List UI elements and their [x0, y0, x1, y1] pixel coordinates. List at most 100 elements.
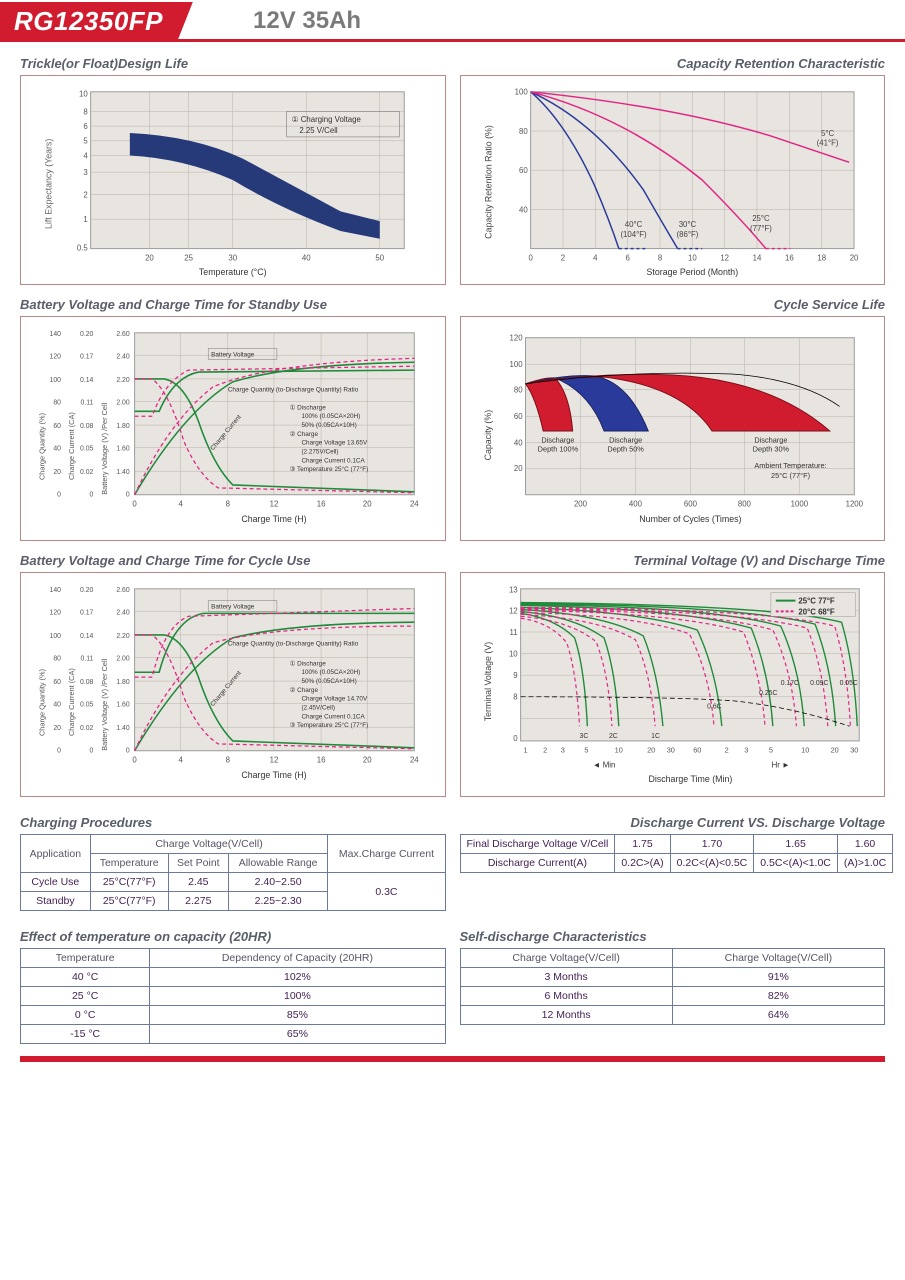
svg-text:(77°F): (77°F) [750, 224, 772, 233]
chart3: Battery Voltage Charge Quantity (to-Disc… [20, 316, 446, 541]
svg-text:30: 30 [228, 253, 237, 262]
svg-text:2: 2 [560, 253, 564, 262]
svg-text:2: 2 [724, 746, 728, 755]
temp-capacity-table: Temperature Dependency of Capacity (20HR… [20, 948, 446, 1044]
svg-text:Charge Voltage 14.70V: Charge Voltage 14.70V [301, 696, 368, 703]
svg-text:① Charging Voltage: ① Charging Voltage [292, 115, 361, 124]
svg-text:12: 12 [270, 756, 279, 765]
svg-text:1.80: 1.80 [116, 423, 130, 430]
svg-text:20: 20 [53, 725, 61, 732]
chart6-title: Terminal Voltage (V) and Discharge Time [460, 553, 886, 568]
chart1: ① Charging Voltage 2.25 V/Cell 0.512 345… [20, 75, 446, 285]
svg-text:Battery Voltage (V) /Per Cell: Battery Voltage (V) /Per Cell [100, 658, 109, 750]
th-sp: Set Point [168, 854, 228, 873]
svg-text:Charge Voltage 13.65V: Charge Voltage 13.65V [301, 440, 368, 447]
svg-text:◄ Min: ◄ Min [592, 760, 615, 769]
svg-text:20: 20 [53, 469, 61, 476]
th-mc: Max.Charge Current [328, 835, 445, 873]
svg-text:16: 16 [317, 500, 326, 509]
svg-text:50: 50 [375, 253, 384, 262]
svg-text:0: 0 [528, 253, 533, 262]
svg-text:9: 9 [513, 671, 517, 680]
chart2-title: Capacity Retention Characteristic [460, 56, 886, 71]
svg-text:20: 20 [647, 746, 655, 755]
svg-text:0.14: 0.14 [80, 377, 94, 384]
svg-text:24: 24 [410, 756, 419, 765]
svg-text:8: 8 [513, 693, 518, 702]
svg-text:1.60: 1.60 [116, 702, 130, 709]
svg-text:③ Temperature 25°C (77°F): ③ Temperature 25°C (77°F) [290, 721, 369, 729]
chart4: DischargeDepth 100% DischargeDepth 50% D… [460, 316, 886, 541]
svg-text:30: 30 [850, 746, 858, 755]
svg-text:25°C 77°F: 25°C 77°F [798, 597, 835, 606]
svg-text:Battery Voltage (V) /Per Cell: Battery Voltage (V) /Per Cell [100, 402, 109, 494]
svg-text:Charge Quantity (%): Charge Quantity (%) [37, 669, 46, 736]
svg-text:50% (0.05CA×10H): 50% (0.05CA×10H) [301, 678, 356, 685]
svg-text:0: 0 [126, 748, 130, 755]
svg-text:120: 120 [509, 334, 523, 343]
svg-text:Charge Current 0.1CA: Charge Current 0.1CA [301, 457, 365, 464]
svg-text:Depth 30%: Depth 30% [752, 445, 789, 454]
svg-text:4: 4 [593, 253, 598, 262]
svg-text:(2.45V/Cell): (2.45V/Cell) [301, 705, 335, 712]
svg-text:10: 10 [687, 253, 696, 262]
svg-text:60: 60 [693, 746, 701, 755]
svg-text:1.40: 1.40 [116, 469, 130, 476]
svg-text:25: 25 [184, 253, 193, 262]
svg-text:40: 40 [53, 446, 61, 453]
th-temp: Temperature [90, 854, 168, 873]
svg-text:0.02: 0.02 [80, 469, 94, 476]
svg-text:Discharge: Discharge [754, 436, 787, 445]
th-app: Application [21, 835, 91, 873]
self-discharge-title: Self-discharge Characteristics [460, 929, 886, 944]
svg-text:Lift Expectancy (Years): Lift Expectancy (Years) [43, 139, 53, 229]
svg-text:0.25C: 0.25C [759, 690, 777, 697]
chart2-svg: 40°C(104°F) 30°C(86°F) 25°C(77°F) 5°C(41… [467, 82, 879, 278]
svg-text:0.6C: 0.6C [707, 704, 722, 711]
svg-text:1000: 1000 [790, 500, 808, 509]
svg-text:2.60: 2.60 [116, 587, 130, 594]
svg-text:Hr ►: Hr ► [771, 760, 789, 769]
svg-text:② Charge: ② Charge [290, 687, 319, 694]
svg-text:① Discharge: ① Discharge [290, 660, 327, 667]
svg-text:200: 200 [573, 500, 587, 509]
svg-text:50% (0.05CA×10H): 50% (0.05CA×10H) [301, 422, 356, 429]
svg-text:Ambient Temperature:: Ambient Temperature: [754, 461, 826, 470]
charging-procedures-table: Application Charge Voltage(V/Cell) Max.C… [20, 834, 446, 911]
svg-text:3: 3 [744, 746, 748, 755]
svg-text:Charge Current (CA): Charge Current (CA) [67, 412, 76, 480]
svg-text:30: 30 [666, 746, 674, 755]
svg-text:60: 60 [513, 412, 522, 421]
svg-text:12: 12 [508, 606, 517, 615]
svg-text:5: 5 [768, 746, 772, 755]
svg-text:Battery Voltage: Battery Voltage [211, 603, 255, 610]
svg-text:2.20: 2.20 [116, 377, 130, 384]
table-row: 12 Months64% [460, 1006, 885, 1025]
svg-text:0.09C: 0.09C [810, 680, 828, 687]
svg-text:8: 8 [83, 107, 88, 116]
svg-text:6: 6 [625, 253, 630, 262]
svg-text:0.02: 0.02 [80, 725, 94, 732]
charging-procedures-title: Charging Procedures [20, 815, 446, 830]
svg-text:Discharge: Discharge [541, 436, 574, 445]
svg-text:1.40: 1.40 [116, 725, 130, 732]
svg-text:3: 3 [560, 746, 564, 755]
svg-text:40: 40 [513, 439, 522, 448]
svg-text:0.17C: 0.17C [780, 680, 798, 687]
self-discharge-table: Charge Voltage(V/Cell) Charge Voltage(V/… [460, 948, 886, 1025]
svg-text:8: 8 [657, 253, 662, 262]
svg-text:0: 0 [132, 756, 137, 765]
svg-text:(86°F): (86°F) [676, 230, 698, 239]
svg-text:11: 11 [509, 628, 517, 637]
svg-text:12: 12 [720, 253, 729, 262]
svg-text:0: 0 [57, 748, 61, 755]
svg-text:Capacity (%): Capacity (%) [483, 410, 493, 461]
svg-text:2.20: 2.20 [116, 633, 130, 640]
svg-text:0: 0 [90, 748, 94, 755]
svg-text:Discharge: Discharge [609, 436, 642, 445]
svg-text:4: 4 [179, 756, 184, 765]
svg-text:0: 0 [57, 492, 61, 499]
svg-text:20: 20 [363, 756, 372, 765]
svg-text:140: 140 [50, 331, 62, 338]
svg-text:0.11: 0.11 [81, 399, 94, 406]
